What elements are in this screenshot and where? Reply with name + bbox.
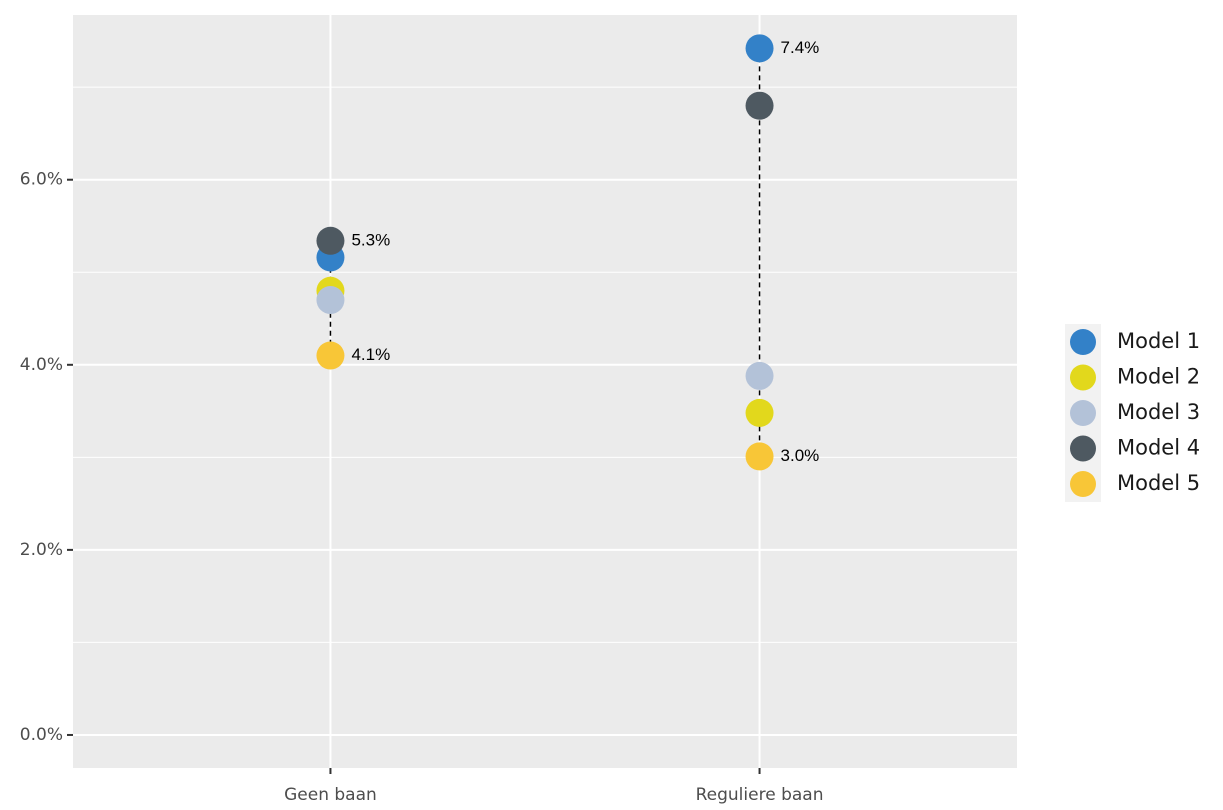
x-tick-label: Geen baan (284, 785, 377, 805)
dot (316, 226, 345, 255)
dot (745, 91, 774, 120)
legend-label: Model 1 (1117, 329, 1200, 353)
dot (316, 341, 345, 370)
y-tick-label: 4.0% (20, 355, 63, 375)
legend-label: Model 2 (1117, 365, 1200, 389)
y-tick-label: 0.0% (20, 725, 63, 745)
value-label: 3.0% (781, 446, 820, 465)
value-label: 5.3% (351, 230, 390, 249)
legend-key (1070, 471, 1096, 497)
legend-label: Model 5 (1117, 471, 1200, 495)
value-label: 7.4% (781, 38, 820, 57)
legend-key (1070, 400, 1096, 426)
panel (73, 15, 1017, 768)
x-tick-label: Reguliere baan (696, 785, 824, 805)
value-label: 4.1% (351, 345, 390, 364)
dot (316, 286, 345, 315)
y-tick-label: 2.0% (20, 540, 63, 560)
legend-key (1070, 364, 1096, 391)
dot (745, 442, 774, 471)
legend-label: Model 3 (1117, 400, 1200, 424)
dot (745, 34, 774, 63)
y-tick-label: 6.0% (20, 170, 63, 190)
legend-key (1070, 329, 1096, 355)
dot (745, 398, 774, 427)
dot (745, 361, 774, 390)
legend-label: Model 4 (1117, 436, 1200, 460)
legend-key (1070, 435, 1096, 462)
